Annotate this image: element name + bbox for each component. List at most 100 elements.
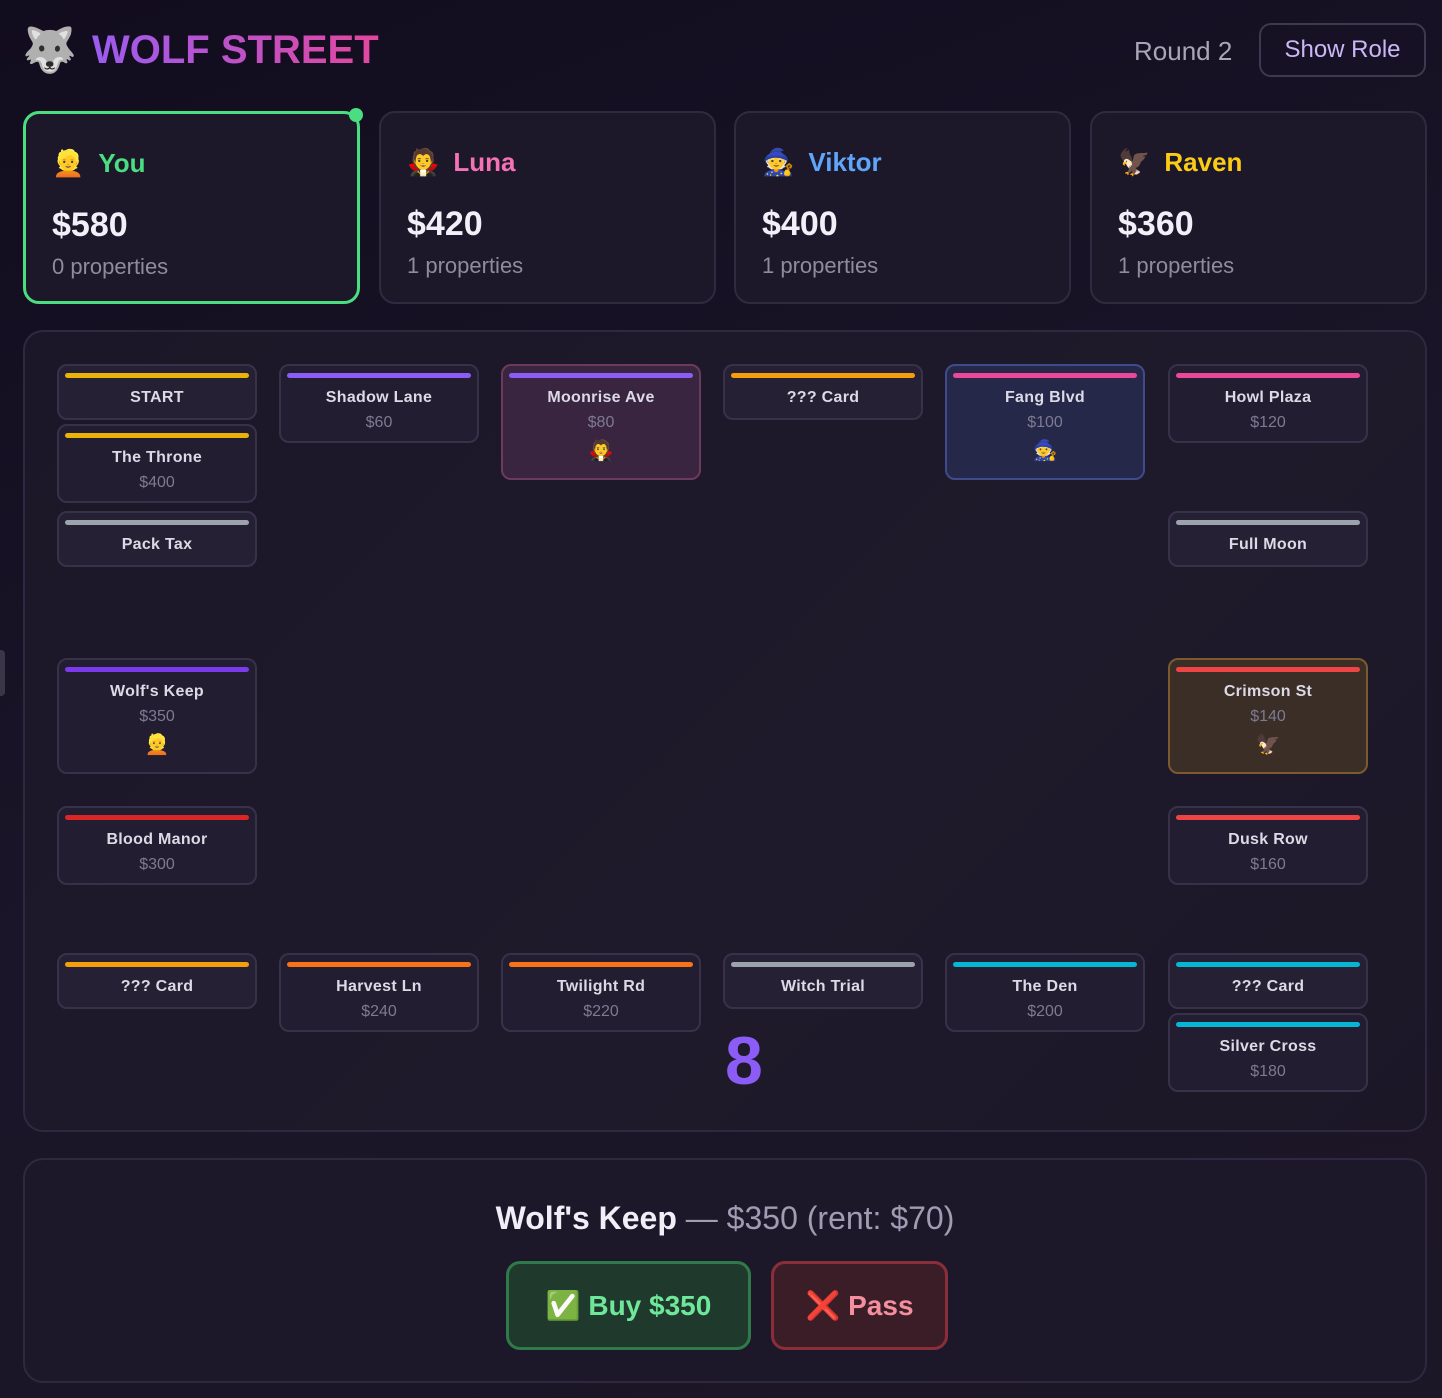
pass-button[interactable]: ❌ Pass [771, 1261, 948, 1350]
color-bar [65, 520, 249, 525]
board-cell[interactable]: Twilight Rd $220 [501, 953, 701, 1032]
offer-detail: — $350 (rent: $70) [676, 1200, 955, 1236]
board-cell[interactable]: Moonrise Ave $80 🧛 [501, 364, 701, 480]
cell-name: Silver Cross [1219, 1038, 1317, 1055]
board-cell[interactable]: The Throne $400 [57, 424, 257, 503]
cross-icon: ❌ [805, 1290, 841, 1321]
player-money: $580 [52, 206, 128, 244]
color-bar [731, 373, 915, 378]
cell-name: ??? Card [786, 389, 860, 406]
wolf-logo-icon: 🐺 [22, 26, 77, 75]
check-icon: ✅ [545, 1290, 581, 1321]
cell-name: Wolf's Keep [110, 683, 204, 700]
color-bar [731, 962, 915, 967]
player-name-text: Raven [1164, 147, 1243, 177]
cell-price: $220 [583, 1003, 619, 1020]
round-indicator: Round 2 [1134, 36, 1233, 66]
cell-name: Full Moon [1228, 536, 1308, 553]
player-card-raven: 🦅 Raven $360 1 properties [1090, 111, 1427, 304]
cell-name: Howl Plaza [1224, 389, 1312, 406]
player-avatar-icon: 🧙 [762, 147, 795, 177]
cell-name: ??? Card [120, 978, 194, 995]
dice-result: 8 [725, 1023, 763, 1099]
player-money: $400 [762, 205, 838, 243]
buy-label: Buy $350 [588, 1290, 712, 1321]
pass-label: Pass [848, 1290, 914, 1321]
cell-name: Crimson St [1223, 683, 1313, 700]
owner-token-icon: 🦅 [1255, 734, 1281, 756]
owner-token-icon: 🧙 [1032, 440, 1058, 462]
player-avatar-icon: 👱 [52, 148, 85, 178]
board-cell[interactable]: START [57, 364, 257, 420]
cell-name: Pack Tax [121, 536, 193, 553]
cell-price: $80 [587, 414, 615, 431]
color-bar [287, 962, 471, 967]
owner-token-icon: 👱 [144, 734, 170, 756]
cell-name: START [130, 389, 184, 406]
cell-price: $300 [139, 856, 175, 873]
player-card-viktor: 🧙 Viktor $400 1 properties [734, 111, 1071, 304]
color-bar [1176, 520, 1360, 525]
cell-name: Shadow Lane [325, 389, 433, 406]
color-bar [953, 373, 1137, 378]
cell-price: $350 [139, 708, 175, 725]
color-bar [287, 373, 471, 378]
player-name-text: You [98, 148, 146, 178]
player-money: $360 [1118, 205, 1194, 243]
board-cell[interactable]: Crimson St $140 🦅 [1168, 658, 1368, 774]
color-bar [953, 962, 1137, 967]
player-properties: 1 properties [407, 253, 524, 278]
cell-price: $160 [1250, 856, 1286, 873]
player-properties: 1 properties [1118, 253, 1235, 278]
board-cell[interactable]: Shadow Lane $60 [279, 364, 479, 443]
show-role-button[interactable]: Show Role [1259, 23, 1426, 77]
board-cell[interactable]: Witch Trial [723, 953, 923, 1009]
active-turn-dot [349, 108, 363, 122]
color-bar [1176, 962, 1360, 967]
board-cell[interactable]: Harvest Ln $240 [279, 953, 479, 1032]
side-handle[interactable] [0, 650, 5, 696]
player-name-text: Viktor [808, 147, 882, 177]
player-properties: 1 properties [762, 253, 879, 278]
cell-name: Twilight Rd [556, 978, 646, 995]
board-cell[interactable]: Blood Manor $300 [57, 806, 257, 885]
cell-price: $120 [1250, 414, 1286, 431]
board-cell[interactable]: Pack Tax [57, 511, 257, 567]
buy-button[interactable]: ✅ Buy $350 [506, 1261, 751, 1350]
color-bar [65, 667, 249, 672]
cell-name: Moonrise Ave [547, 389, 655, 406]
color-bar [65, 815, 249, 820]
color-bar [1176, 815, 1360, 820]
board-cell[interactable]: Fang Blvd $100 🧙 [945, 364, 1145, 480]
cell-price: $60 [365, 414, 393, 431]
player-avatar-icon: 🧛 [407, 147, 440, 177]
cell-price: $180 [1250, 1063, 1286, 1080]
offer-property: Wolf's Keep [495, 1200, 677, 1236]
player-properties: 0 properties [52, 254, 169, 279]
board-cell[interactable]: Silver Cross $180 [1168, 1013, 1368, 1092]
board-cell[interactable]: Full Moon [1168, 511, 1368, 567]
action-panel: Wolf's Keep — $350 (rent: $70) ✅ Buy $35… [23, 1158, 1427, 1383]
header: 🐺 WOLF STREET Round 2 Show Role [0, 0, 1442, 100]
board-cell[interactable]: Wolf's Keep $350 👱 [57, 658, 257, 774]
cell-name: Dusk Row [1228, 831, 1308, 848]
board-cell[interactable]: ??? Card [57, 953, 257, 1009]
board-cell[interactable]: Dusk Row $160 [1168, 806, 1368, 885]
cell-price: $400 [139, 474, 175, 491]
cell-name: Harvest Ln [336, 978, 422, 995]
player-money: $420 [407, 205, 483, 243]
color-bar [65, 433, 249, 438]
board-cell[interactable]: Howl Plaza $120 [1168, 364, 1368, 443]
cell-name: Blood Manor [106, 831, 208, 848]
cell-name: Fang Blvd [1004, 389, 1086, 406]
board-cell[interactable]: ??? Card [1168, 953, 1368, 1009]
board-cell[interactable]: The Den $200 [945, 953, 1145, 1032]
color-bar [65, 373, 249, 378]
board-cell[interactable]: ??? Card [723, 364, 923, 420]
player-name: 🧛 Luna [407, 147, 515, 178]
cell-price: $240 [361, 1003, 397, 1020]
player-name-text: Luna [453, 147, 516, 177]
player-card-luna: 🧛 Luna $420 1 properties [379, 111, 716, 304]
color-bar [1176, 1022, 1360, 1027]
owner-token-icon: 🧛 [588, 440, 614, 462]
